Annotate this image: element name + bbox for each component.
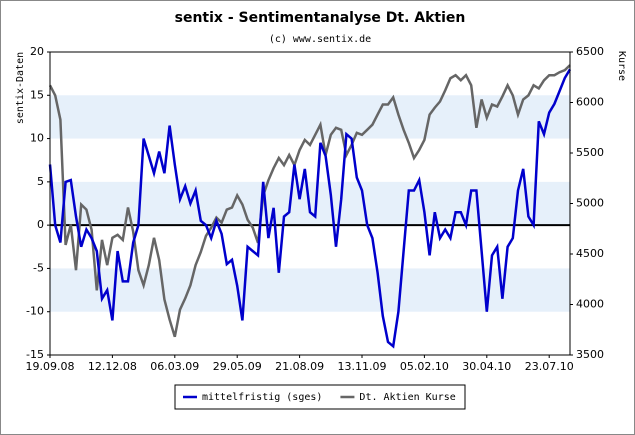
x-tick-label: 12.12.08: [88, 360, 137, 373]
series-line: [48, 68, 572, 349]
y-tick-label: 15: [30, 88, 44, 101]
x-tick-label: 06.03.09: [150, 360, 199, 373]
y2-tick-label: 3500: [576, 348, 604, 361]
x-tick-label: 05.02.10: [400, 360, 449, 373]
y-tick-label: 20: [30, 45, 44, 58]
y-tick-label: -10: [26, 305, 44, 318]
y2-tick-label: 4000: [576, 298, 604, 311]
y2-tick-label: 5000: [576, 197, 604, 210]
x-tick-label: 23.07.10: [525, 360, 574, 373]
x-tick-label: 21.08.09: [275, 360, 324, 373]
series-line: [48, 64, 571, 338]
chart-title: sentix - Sentimentanalyse Dt. Aktien: [175, 10, 466, 26]
y-tick-label: 10: [30, 132, 44, 145]
y-tick-label: 0: [37, 218, 44, 231]
y2-axis-label: Kurse: [616, 51, 627, 81]
band: [50, 95, 570, 139]
legend-box: [174, 384, 466, 410]
legend-label: Dt. Aktien Kurse: [359, 392, 455, 403]
y2-tick-label: 5500: [576, 146, 604, 159]
chart-subtitle: (c) www.sentix.de: [269, 34, 371, 45]
plot-border: [49, 51, 571, 356]
y-tick-label: -15: [26, 348, 44, 361]
y2-tick-label: 6000: [576, 96, 604, 109]
x-tick-label: 30.04.10: [462, 360, 511, 373]
legend-label: mittelfristig (sges): [202, 392, 322, 403]
x-tick-label: 29.05.09: [213, 360, 262, 373]
y-tick-label: 5: [37, 175, 44, 188]
x-tick-label: 19.09.08: [26, 360, 75, 373]
y2-tick-label: 4500: [576, 247, 604, 260]
x-tick-label: 13.11.09: [338, 360, 387, 373]
y2-tick-label: 6500: [576, 45, 604, 58]
y-tick-label: -5: [33, 261, 44, 274]
y-axis-label: sentix-Daten: [15, 52, 26, 124]
